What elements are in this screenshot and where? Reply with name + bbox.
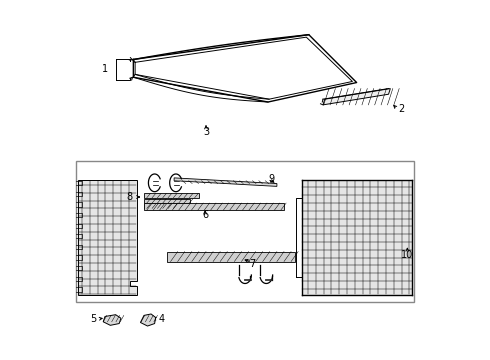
Text: 9: 9 [269,174,275,184]
Polygon shape [174,178,277,186]
Polygon shape [302,180,412,295]
Polygon shape [141,314,156,326]
Text: 4: 4 [159,314,165,324]
Text: 10: 10 [401,250,414,260]
Polygon shape [144,203,284,210]
Polygon shape [167,252,294,261]
Polygon shape [174,181,179,185]
Text: 1: 1 [102,64,108,75]
Polygon shape [244,279,251,280]
Polygon shape [103,315,121,325]
Text: 2: 2 [398,104,404,114]
Polygon shape [144,204,178,208]
Text: 8: 8 [127,192,133,202]
Text: 3: 3 [203,127,209,137]
Text: 5: 5 [90,314,97,324]
Bar [75,161,414,302]
Polygon shape [78,180,137,295]
Polygon shape [144,199,190,203]
Text: 6: 6 [202,210,208,220]
Polygon shape [323,89,391,105]
Polygon shape [153,181,158,185]
Polygon shape [266,279,272,280]
Text: 7: 7 [249,259,255,269]
Polygon shape [144,193,199,198]
